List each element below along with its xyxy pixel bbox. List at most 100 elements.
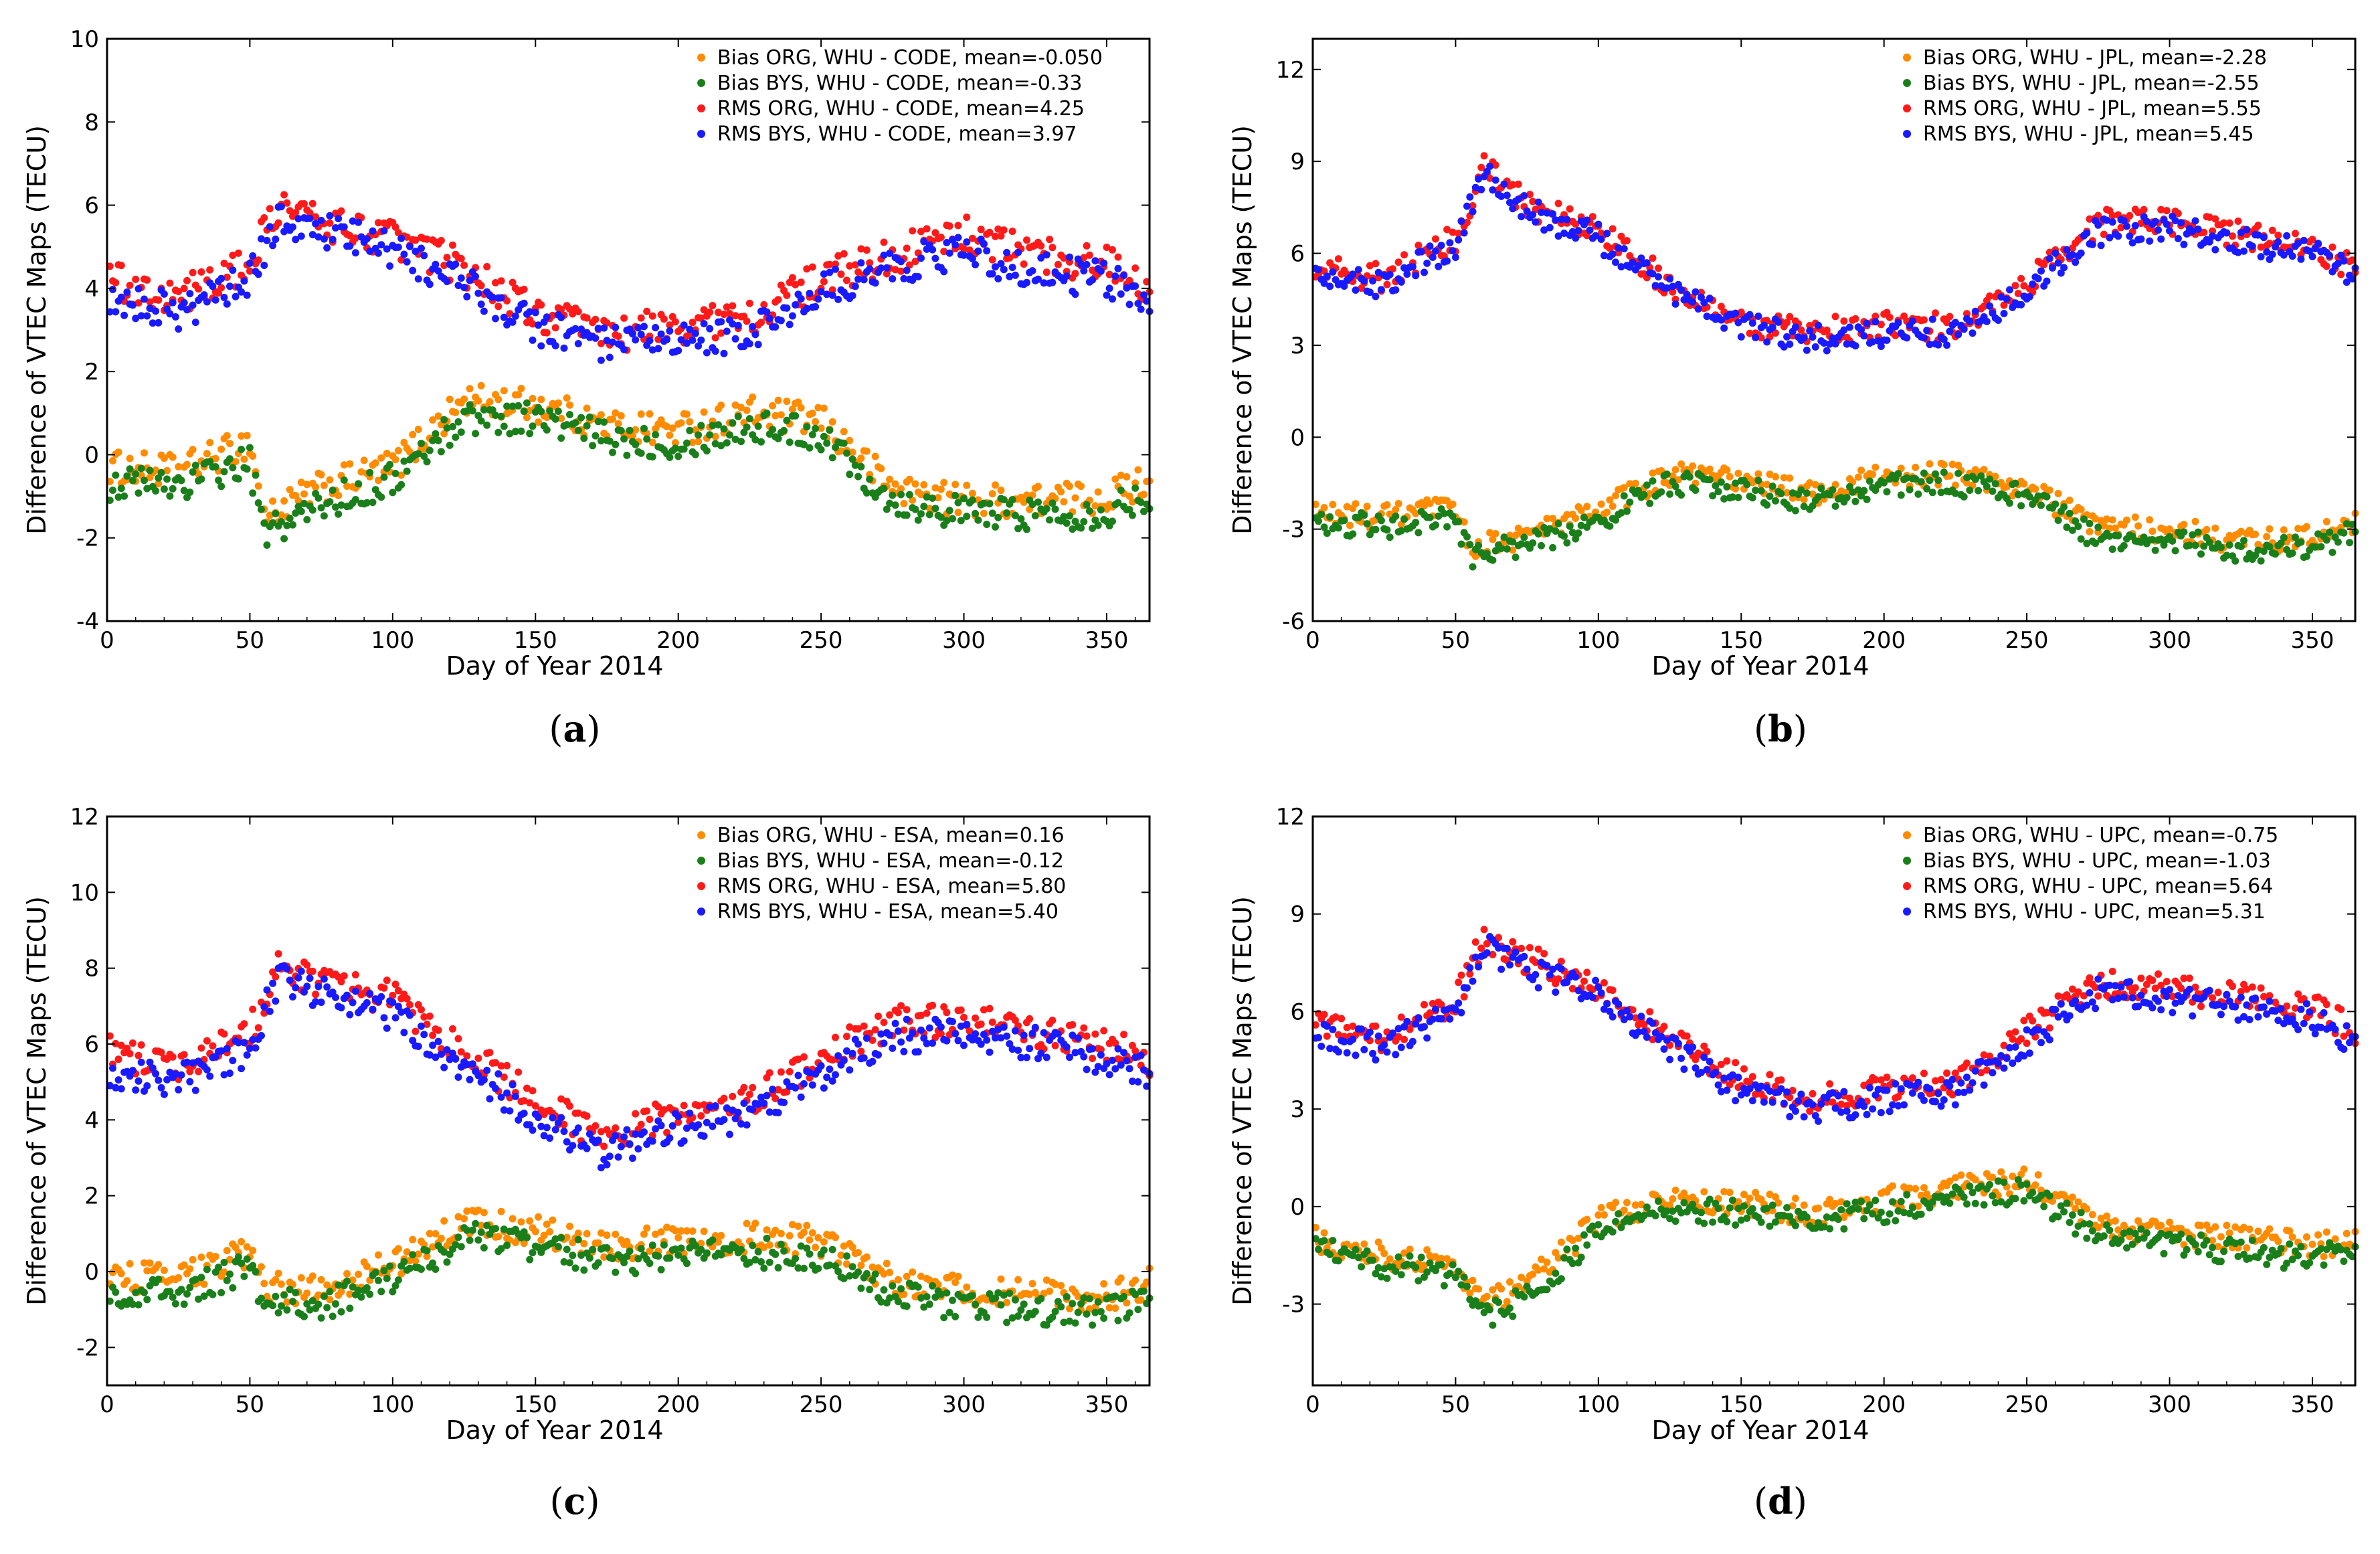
data-point <box>1986 302 1994 310</box>
data-point <box>2291 230 2299 238</box>
data-point <box>2151 546 2159 554</box>
data-point <box>2246 1225 2254 1233</box>
data-point <box>1557 1238 1565 1246</box>
data-point <box>343 483 351 490</box>
data-point <box>806 289 814 297</box>
data-point <box>446 396 454 404</box>
series-rms_bys <box>1311 163 2359 355</box>
data-point <box>466 1236 474 1244</box>
data-point <box>397 234 405 242</box>
data-point <box>614 420 622 428</box>
data-point <box>252 1044 260 1052</box>
data-point <box>1609 225 1617 233</box>
data-point <box>1543 209 1551 217</box>
data-point <box>569 310 577 318</box>
data-point <box>765 1241 773 1249</box>
data-point <box>229 266 237 274</box>
data-point <box>1843 340 1851 348</box>
data-point <box>2157 535 2165 543</box>
data-point <box>1663 470 1671 478</box>
data-point <box>260 1280 268 1288</box>
data-point <box>1377 517 1385 525</box>
data-point <box>603 1160 611 1169</box>
data-point <box>1128 511 1136 519</box>
data-point <box>263 541 271 549</box>
data-point <box>2234 218 2242 225</box>
data-point <box>566 1222 573 1230</box>
data-point <box>937 513 945 521</box>
data-point <box>731 436 739 443</box>
data-point <box>432 430 440 438</box>
data-point <box>1643 259 1651 267</box>
data-point <box>1026 1015 1034 1023</box>
data-point <box>123 1277 131 1285</box>
data-point <box>197 1254 205 1261</box>
data-point <box>394 243 402 251</box>
data-point <box>862 1034 871 1042</box>
data-point <box>983 1313 991 1321</box>
data-point <box>574 340 582 347</box>
data-point <box>323 983 331 991</box>
data-point <box>1851 342 1859 350</box>
data-point <box>509 278 517 286</box>
data-point <box>2252 530 2260 538</box>
y-tick-label: 6 <box>84 193 99 220</box>
data-point <box>1414 242 1423 250</box>
data-point <box>2006 286 2013 294</box>
data-point <box>1137 1051 1145 1059</box>
data-point <box>1726 472 1734 481</box>
data-point <box>1723 483 1731 491</box>
data-point <box>2045 248 2053 256</box>
data-point <box>1417 248 1425 256</box>
data-point <box>1085 251 1093 259</box>
data-point <box>1020 498 1028 506</box>
data-point <box>1811 343 1819 351</box>
data-point <box>377 241 385 249</box>
data-point <box>1800 496 1808 503</box>
data-point <box>420 452 428 460</box>
data-point <box>549 1216 557 1224</box>
data-point <box>1928 315 1936 323</box>
data-point <box>2314 530 2322 538</box>
data-point <box>406 1011 414 1019</box>
data-point <box>854 1249 862 1257</box>
data-point <box>2100 230 2108 238</box>
data-point <box>317 470 325 479</box>
data-point <box>137 1041 145 1049</box>
data-point <box>657 1266 665 1274</box>
data-point <box>925 511 933 519</box>
data-point <box>1649 270 1657 278</box>
data-point <box>466 276 474 284</box>
data-point <box>697 336 705 344</box>
data-point <box>1372 525 1380 533</box>
data-point <box>1717 478 1725 486</box>
data-point <box>452 1055 460 1063</box>
data-point <box>648 312 656 320</box>
data-point <box>308 231 316 239</box>
data-point <box>875 1013 882 1020</box>
data-point <box>826 268 834 276</box>
data-point <box>141 477 148 485</box>
data-point <box>2157 235 2165 243</box>
data-point <box>346 232 354 240</box>
data-point <box>2100 522 2108 530</box>
data-point <box>992 232 999 240</box>
data-point <box>486 1095 494 1103</box>
data-point <box>857 1047 865 1055</box>
data-point <box>1954 469 1962 477</box>
data-point <box>217 284 225 292</box>
data-point <box>1114 253 1122 261</box>
data-point <box>446 441 454 449</box>
data-point <box>814 404 822 412</box>
data-point <box>917 1026 925 1034</box>
data-point <box>1000 226 1008 234</box>
data-point <box>480 1209 488 1217</box>
data-point <box>668 424 676 432</box>
data-point <box>2034 492 2042 500</box>
data-point <box>2322 536 2330 544</box>
data-point <box>1966 317 1974 325</box>
data-point <box>697 422 705 430</box>
data-point <box>583 404 591 412</box>
data-point <box>1806 322 1814 329</box>
